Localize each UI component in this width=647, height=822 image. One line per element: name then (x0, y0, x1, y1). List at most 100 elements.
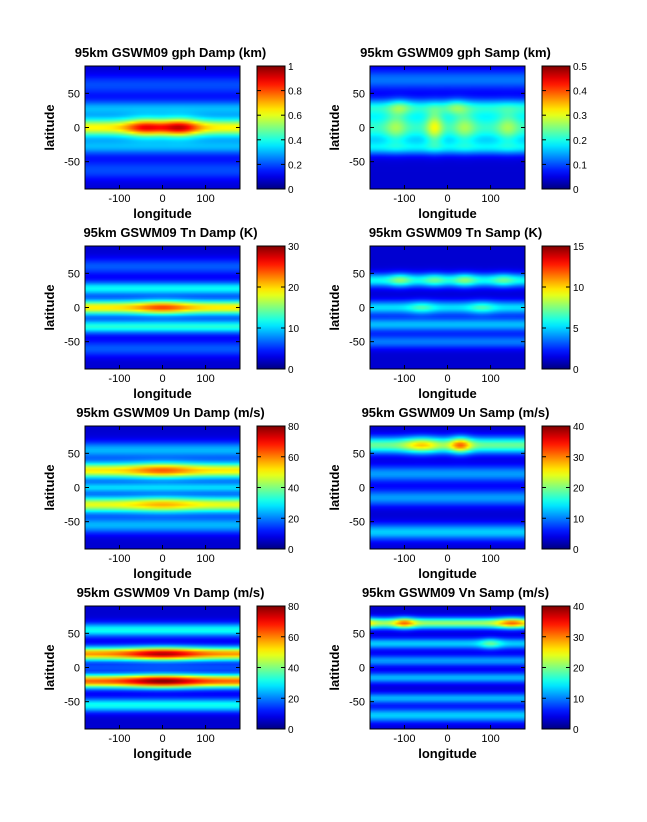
x-tick-label: -100 (393, 373, 415, 385)
colorbar-tick-label: 0.4 (288, 136, 302, 147)
x-tick-label: 0 (444, 373, 450, 385)
x-tick-label: 0 (159, 373, 165, 385)
chart-title: 95km GSWM09 Un Samp (m/s) (362, 405, 550, 420)
y-tick-label: -50 (64, 517, 80, 529)
y-tick-label: 0 (359, 123, 365, 135)
x-tick-label: -100 (393, 193, 415, 205)
y-tick-label: 0 (74, 303, 80, 315)
heatmap-field (370, 606, 525, 729)
y-axis-label: latitude (327, 464, 342, 510)
x-tick-label: -100 (108, 553, 130, 565)
colorbar (541, 605, 571, 730)
x-tick-label: 0 (444, 193, 450, 205)
colorbar-tick-label: 20 (573, 484, 585, 495)
y-axis-label: latitude (42, 284, 57, 330)
colorbar-tick-label: 0.8 (288, 87, 302, 98)
x-tick-label: -100 (393, 733, 415, 745)
x-tick-label: 0 (444, 553, 450, 565)
heatmap-field (85, 66, 240, 189)
y-tick-label: 50 (68, 88, 80, 100)
colorbar-tick-label: 20 (288, 283, 300, 294)
colorbar-tick-label: 0 (573, 365, 579, 376)
chart-title: 95km GSWM09 gph Damp (km) (75, 45, 266, 60)
x-tick-label: 100 (196, 553, 214, 565)
heatmap-field (370, 246, 525, 369)
colorbar (256, 65, 286, 190)
chart-panel: 95km GSWM09 Tn Samp (K)-100 0 100longitude… (327, 225, 585, 401)
colorbar-tick-label: 0 (288, 725, 294, 736)
colorbar-tick-label: 0 (288, 545, 294, 556)
colorbar-tick-label: 0 (573, 545, 579, 556)
y-tick-label: 0 (359, 483, 365, 495)
chart-title: 95km GSWM09 Vn Samp (m/s) (362, 585, 549, 600)
x-tick-label: -100 (108, 373, 130, 385)
chart-panel: 95km GSWM09 Vn Damp (m/s) -100 0 100 longitu… (42, 585, 300, 761)
heatmap-field (370, 66, 525, 189)
y-axis-label: latitude (42, 104, 57, 150)
colorbar-tick-label: 5 (573, 324, 579, 335)
x-axis-label: longitude (418, 206, 477, 221)
y-axis-label: latitude (42, 464, 57, 510)
x-tick-label: 100 (196, 373, 214, 385)
heatmap-field (370, 426, 525, 549)
y-tick-label: 50 (353, 628, 365, 640)
y-tick-label: -50 (64, 337, 80, 349)
colorbar-tick-label: 0 (573, 725, 579, 736)
colorbar-tick-label: 30 (573, 633, 585, 644)
x-axis-label: longitude (133, 206, 192, 221)
colorbar-tick-label: 40 (573, 602, 585, 613)
x-axis-label: longitude (418, 566, 477, 581)
x-tick-label: -100 (108, 733, 130, 745)
chart-title: 95km GSWM09 gph Samp (km) (360, 45, 551, 60)
colorbar-tick-label: 10 (288, 324, 300, 335)
colorbar (256, 605, 286, 730)
y-tick-label: 50 (68, 268, 80, 280)
x-axis-label: longitude (418, 746, 477, 761)
colorbar-tick-label: 0 (288, 185, 294, 196)
colorbar-tick-label: 20 (573, 664, 585, 675)
colorbar (541, 245, 571, 370)
colorbar-tick-label: 0.2 (573, 136, 587, 147)
y-tick-label: 0 (74, 483, 80, 495)
chart-panel: 95km GSWM09 Tn Damp (K)-100 0 100longitude… (42, 225, 300, 401)
x-axis-label: longitude (133, 746, 192, 761)
colorbar-tick-label: 0.5 (573, 62, 587, 73)
y-tick-label: -50 (349, 337, 365, 349)
chart-panel: 95km GSWM09 Un Damp (m/s) -100 0 100 longitu… (42, 405, 300, 581)
y-axis-label: latitude (327, 644, 342, 690)
heatmap-field (85, 246, 240, 369)
colorbar-tick-label: 0.2 (288, 160, 302, 171)
y-tick-label: 0 (359, 663, 365, 675)
y-tick-label: -50 (64, 157, 80, 169)
colorbar-tick-label: 40 (573, 422, 585, 433)
colorbar-tick-label: 10 (573, 514, 585, 525)
y-tick-label: -50 (349, 517, 365, 529)
x-tick-label: -100 (108, 193, 130, 205)
x-axis-label: longitude (133, 386, 192, 401)
colorbar-tick-label: 0.6 (288, 111, 302, 122)
x-tick-label: 100 (481, 373, 499, 385)
x-tick-label: 100 (481, 553, 499, 565)
y-axis-label: latitude (42, 644, 57, 690)
colorbar-tick-label: 30 (288, 242, 300, 253)
colorbar-tick-label: 60 (288, 453, 300, 464)
colorbar (256, 245, 286, 370)
colorbar (541, 425, 571, 550)
y-tick-label: -50 (64, 697, 80, 709)
y-tick-label: 50 (353, 88, 365, 100)
y-tick-label: 50 (68, 448, 80, 460)
y-tick-label: 50 (353, 448, 365, 460)
chart-title: 95km GSWM09 Tn Damp (K) (83, 225, 257, 240)
chart-panel: 95km GSWM09 Vn Samp (m/s)-100 0 100longitu… (327, 585, 585, 761)
colorbar-tick-label: 60 (288, 633, 300, 644)
colorbar-tick-label: 0.3 (573, 111, 587, 122)
chart-panel: 95km GSWM09 gph Samp (km) -100 0 100 longitu… (327, 45, 587, 221)
x-tick-label: 100 (481, 193, 499, 205)
colorbar (256, 425, 286, 550)
x-tick-label: 0 (159, 193, 165, 205)
colorbar-tick-label: 0.1 (573, 160, 587, 171)
y-tick-label: -50 (349, 697, 365, 709)
colorbar-tick-label: 80 (288, 422, 300, 433)
heatmap-field (85, 606, 240, 729)
